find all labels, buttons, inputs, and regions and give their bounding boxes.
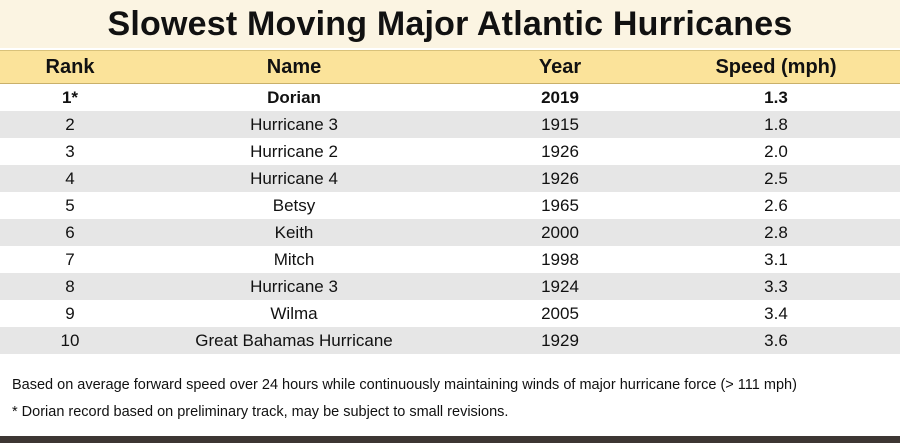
bottom-strip: [0, 436, 900, 443]
speed-cell: 2.0: [764, 141, 788, 161]
speed-cell: 3.3: [764, 276, 788, 296]
header-speed: Speed (mph): [715, 55, 837, 78]
header-rank: Rank: [45, 55, 95, 78]
year-cell: 1926: [541, 168, 579, 188]
name-cell: Hurricane 2: [250, 141, 338, 161]
speed-cell: 1.3: [764, 87, 788, 107]
page-title: Slowest Moving Major Atlantic Hurricanes: [107, 5, 793, 43]
speed-cell: 2.8: [764, 222, 788, 242]
table-row: 9 Wilma 2005 3.4: [0, 300, 900, 327]
year-cell: 1998: [541, 249, 579, 269]
rank-cell: 3: [65, 141, 75, 161]
title-bar: Slowest Moving Major Atlantic Hurricanes: [0, 0, 900, 48]
name-cell: Hurricane 3: [250, 114, 338, 134]
table-row: 10 Great Bahamas Hurricane 1929 3.6: [0, 327, 900, 354]
year-cell: 2000: [541, 222, 579, 242]
year-cell: 1926: [541, 141, 579, 161]
rank-cell: 4: [65, 168, 75, 188]
table-row: 2 Hurricane 3 1915 1.8: [0, 111, 900, 138]
table-row: 5 Betsy 1965 2.6: [0, 192, 900, 219]
name-cell: Keith: [274, 222, 314, 242]
rank-cell: 5: [65, 195, 75, 215]
rank-cell: 7: [65, 249, 75, 269]
year-cell: 2019: [541, 87, 579, 107]
year-cell: 1965: [541, 195, 579, 215]
speed-cell: 2.5: [764, 168, 788, 188]
header-year: Year: [538, 55, 582, 78]
table-row: 7 Mitch 1998 3.1: [0, 246, 900, 273]
name-cell: Mitch: [273, 249, 315, 269]
rank-cell: 2: [65, 114, 75, 134]
name-cell: Hurricane 3: [250, 276, 338, 296]
header-name: Name: [266, 55, 322, 78]
footnotes: Based on average forward speed over 24 h…: [12, 376, 892, 421]
name-cell: Wilma: [270, 303, 318, 323]
year-cell: 2005: [541, 303, 579, 323]
table-row: 4 Hurricane 4 1926 2.5: [0, 165, 900, 192]
rank-cell: 8: [65, 276, 75, 296]
name-cell: Great Bahamas Hurricane: [195, 330, 393, 350]
rank-cell: 1*: [61, 87, 79, 107]
rank-cell: 10: [60, 330, 80, 350]
speed-cell: 3.1: [764, 249, 788, 269]
rank-cell: 6: [65, 222, 75, 242]
speed-cell: 3.4: [764, 303, 788, 323]
speed-cell: 2.6: [764, 195, 788, 215]
rank-cell: 9: [65, 303, 75, 323]
dorian-note: * Dorian record based on preliminary tra…: [12, 404, 509, 420]
name-cell: Hurricane 4: [250, 168, 338, 188]
year-cell: 1924: [541, 276, 579, 296]
table-row: 8 Hurricane 3 1924 3.3: [0, 273, 900, 300]
table-body: 1* Dorian 2019 1.3 2 Hurricane 3 1915 1.…: [0, 84, 900, 354]
basis-note: Based on average forward speed over 24 h…: [12, 377, 797, 393]
year-cell: 1929: [541, 330, 579, 350]
speed-cell: 1.8: [764, 114, 788, 134]
table-row: 1* Dorian 2019 1.3: [0, 84, 900, 111]
table-header: Rank Name Year Speed (mph): [0, 50, 900, 84]
name-cell: Dorian: [267, 87, 321, 107]
table-row: 6 Keith 2000 2.8: [0, 219, 900, 246]
speed-cell: 3.6: [764, 330, 788, 350]
table-row: 3 Hurricane 2 1926 2.0: [0, 138, 900, 165]
name-cell: Betsy: [272, 195, 316, 215]
year-cell: 1915: [541, 114, 579, 134]
